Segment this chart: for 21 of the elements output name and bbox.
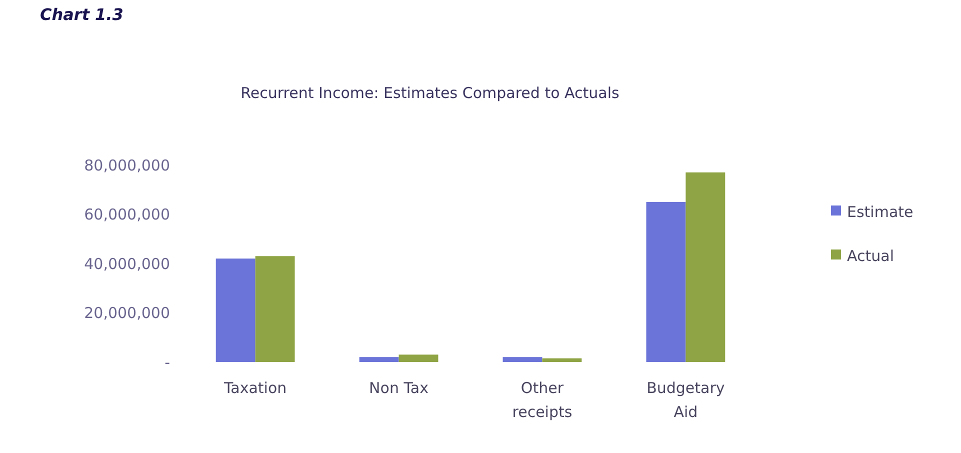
bar [398, 354, 438, 362]
bar [359, 357, 399, 362]
legend-label: Actual [847, 246, 894, 265]
bar [686, 172, 726, 362]
y-tick-label: 80,000,000 [84, 156, 170, 174]
chart-title: Recurrent Income: Estimates Compared to Actuals [240, 84, 620, 102]
y-tick-label: - [164, 353, 170, 372]
x-tick-label: Taxation [222, 379, 287, 397]
y-tick-label: 40,000,000 [84, 254, 170, 273]
bar [646, 202, 686, 362]
y-tick-label: 20,000,000 [84, 304, 170, 322]
bar [502, 357, 542, 362]
x-tick-label: Other receipts [512, 379, 572, 421]
legend-label: Estimate [847, 202, 914, 221]
caption: Chart 1.3 [40, 5, 124, 24]
bar [542, 358, 582, 362]
y-tick-label: 60,000,000 [84, 206, 170, 224]
bar [216, 258, 256, 362]
x-tick-label: Budgetary Aid [646, 379, 725, 421]
bar [255, 256, 295, 362]
x-tick-label: Non Tax [369, 379, 429, 397]
